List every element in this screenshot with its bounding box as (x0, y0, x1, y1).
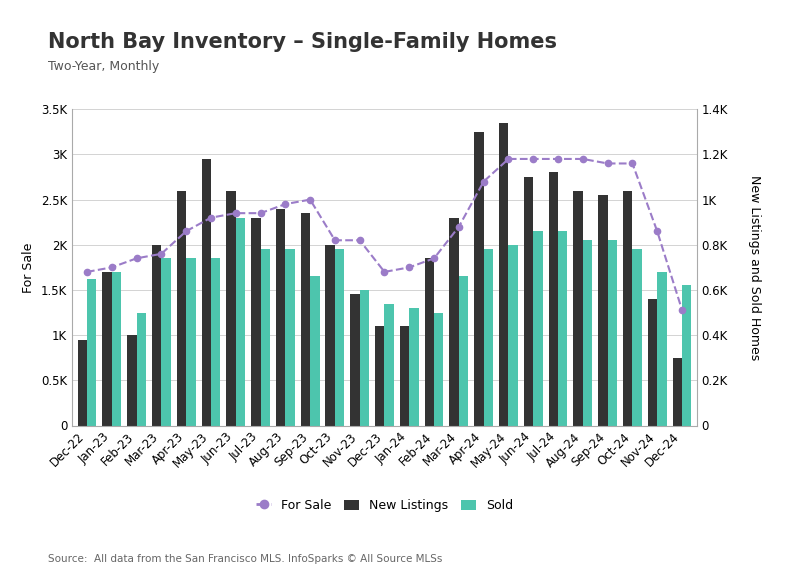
Bar (608, 240, 617, 426)
Bar (509, 245, 518, 426)
Bar (673, 358, 682, 426)
Bar (425, 258, 434, 426)
Bar (325, 245, 335, 426)
Bar (211, 258, 220, 426)
For Sale (206, 214, 215, 221)
For Sale (131, 255, 141, 262)
For Sale (479, 178, 489, 185)
Bar (623, 190, 633, 426)
Bar (260, 250, 270, 426)
For Sale (181, 228, 191, 235)
Bar (533, 231, 542, 426)
Bar (202, 159, 211, 426)
Bar (103, 272, 112, 426)
Bar (484, 250, 493, 426)
Bar (474, 132, 484, 426)
For Sale (454, 223, 464, 230)
For Sale (677, 306, 686, 313)
Bar (449, 218, 459, 426)
Bar (633, 250, 642, 426)
Bar (350, 294, 360, 426)
Bar (335, 250, 344, 426)
Bar (310, 277, 320, 426)
Bar (186, 258, 195, 426)
For Sale (305, 196, 315, 203)
Bar (400, 326, 409, 426)
For Sale (578, 155, 588, 162)
Bar (127, 335, 136, 426)
Y-axis label: New Listings and Sold Homes: New Listings and Sold Homes (747, 175, 761, 360)
Bar (276, 209, 285, 426)
For Sale (355, 237, 364, 244)
For Sale (504, 155, 513, 162)
Bar (459, 277, 469, 426)
For Sale (652, 228, 662, 235)
Bar (409, 308, 419, 426)
For Sale (330, 237, 340, 244)
Bar (384, 304, 394, 426)
For Sale (107, 264, 117, 271)
Bar (549, 172, 558, 426)
Bar (161, 258, 171, 426)
Line: For Sale: For Sale (84, 156, 685, 313)
Text: North Bay Inventory – Single-Family Homes: North Bay Inventory – Single-Family Home… (48, 32, 557, 52)
For Sale (628, 160, 638, 167)
For Sale (380, 269, 389, 275)
Bar (558, 231, 567, 426)
Bar (235, 218, 245, 426)
Bar (657, 272, 666, 426)
Bar (136, 313, 146, 426)
Bar (87, 279, 96, 426)
For Sale (156, 250, 166, 257)
Bar (360, 290, 369, 426)
Text: Source:  All data from the San Francisco MLS. InfoSparks © All Source MLSs: Source: All data from the San Francisco … (48, 554, 442, 564)
Bar (78, 340, 87, 426)
Bar (648, 299, 657, 426)
Bar (152, 245, 161, 426)
Bar (583, 240, 592, 426)
For Sale (256, 210, 265, 217)
For Sale (529, 155, 538, 162)
Bar (285, 250, 295, 426)
Bar (227, 190, 235, 426)
Bar (598, 195, 608, 426)
For Sale (231, 210, 240, 217)
Bar (177, 190, 186, 426)
Legend: For Sale, New Listings, Sold: For Sale, New Listings, Sold (252, 494, 517, 517)
For Sale (553, 155, 563, 162)
Bar (434, 313, 444, 426)
For Sale (429, 255, 439, 262)
Bar (251, 218, 260, 426)
Bar (524, 177, 533, 426)
Text: Two-Year, Monthly: Two-Year, Monthly (48, 60, 159, 74)
For Sale (405, 264, 414, 271)
For Sale (603, 160, 613, 167)
Bar (300, 213, 310, 426)
Bar (499, 123, 509, 426)
For Sale (280, 201, 290, 208)
For Sale (83, 269, 92, 275)
Y-axis label: For Sale: For Sale (22, 242, 35, 293)
Bar (375, 326, 384, 426)
Bar (112, 272, 121, 426)
Bar (682, 285, 691, 426)
Bar (574, 190, 583, 426)
